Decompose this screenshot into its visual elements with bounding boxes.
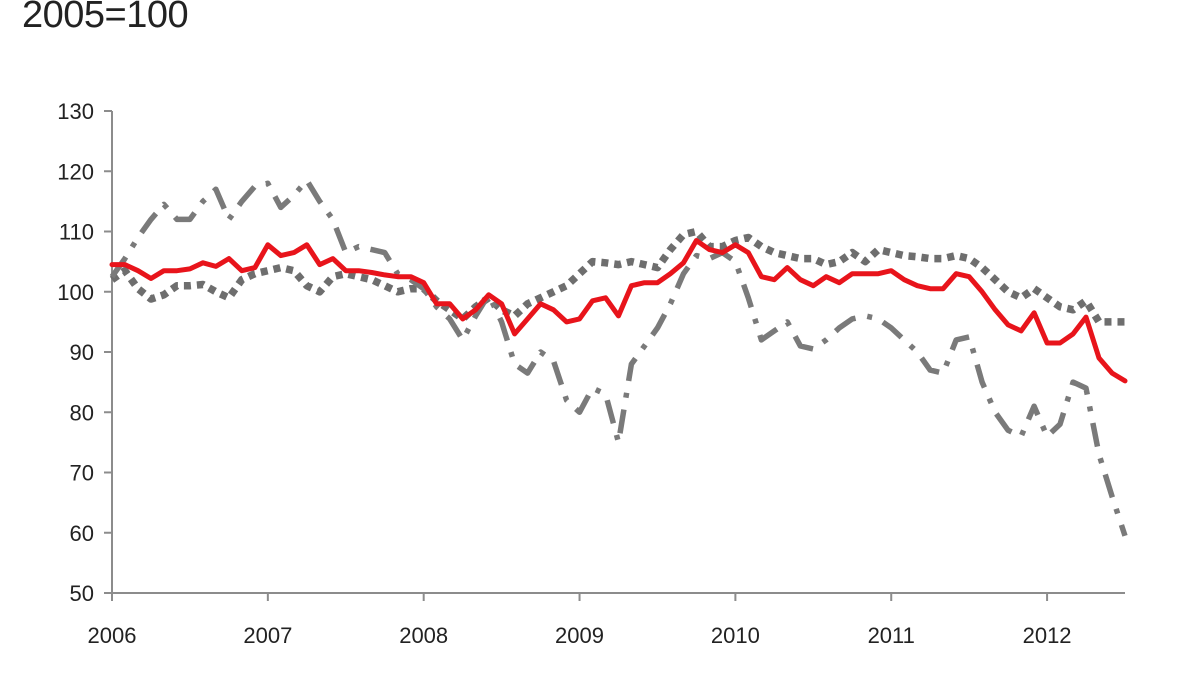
y-tick-label: 90 (70, 340, 94, 365)
y-tick-label: 110 (59, 220, 94, 245)
y-tick-label: 50 (70, 581, 94, 606)
chart-title: 2005=100 (22, 0, 189, 36)
x-tick-label: 2009 (555, 623, 604, 648)
chart-series (109, 177, 1128, 537)
y-tick-label: 70 (70, 461, 94, 486)
x-tick-label: 2006 (88, 623, 137, 648)
y-tick-label: 120 (57, 159, 94, 184)
x-tick-label: 2012 (1023, 623, 1072, 648)
x-tick-label: 2010 (711, 623, 760, 648)
x-tick-label: 2007 (243, 623, 292, 648)
y-tick-label: 130 (57, 99, 94, 124)
y-tick-label: 80 (70, 400, 94, 425)
x-tick-label: 2011 (868, 623, 915, 648)
x-tick-label: 2008 (399, 623, 448, 648)
series-line-dotted (109, 227, 1125, 326)
y-tick-label: 100 (57, 280, 94, 305)
series-line-dash-dot (109, 177, 1128, 537)
chart-axes: 50 60 70 80 90 100 110 120 130 2006 2007 2008 2009 20… (57, 99, 1125, 648)
series-line-solid (109, 238, 1128, 384)
y-tick-label: 60 (70, 521, 94, 546)
